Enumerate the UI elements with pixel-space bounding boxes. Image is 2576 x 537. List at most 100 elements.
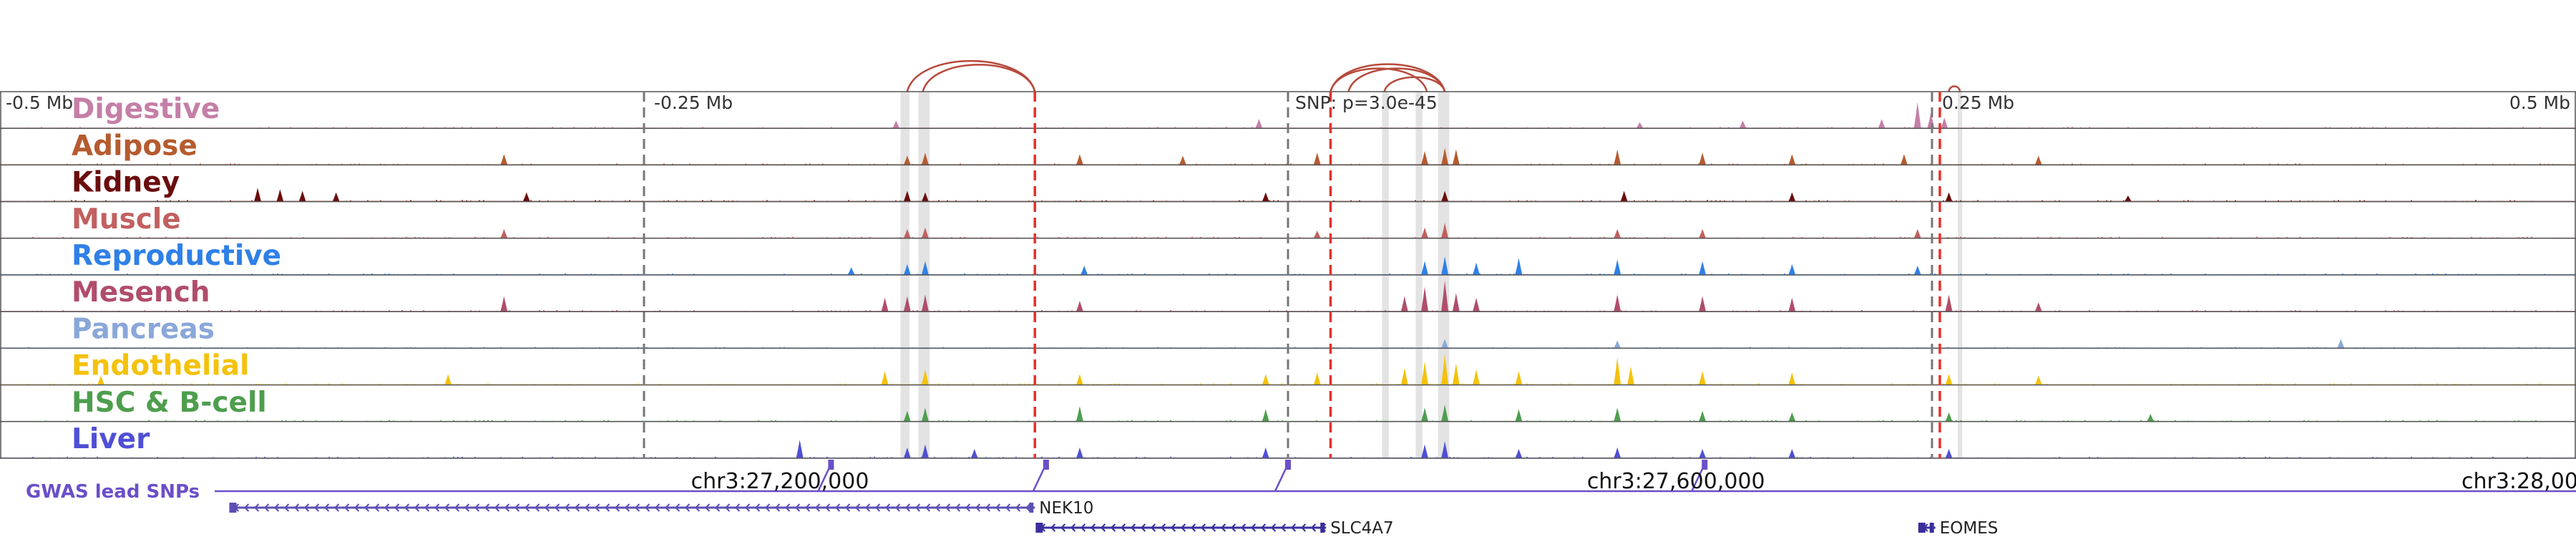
signal-peak [1452, 149, 1460, 165]
signal-peak [1075, 374, 1083, 385]
axis-tick-label: 0.25 Mb [1942, 92, 2014, 113]
signal-peak [921, 153, 929, 165]
signal-peak [1515, 371, 1523, 385]
signal-peak [1945, 192, 1953, 202]
signal-peak [921, 192, 929, 202]
signal-peak [1878, 119, 1885, 129]
gene-exon [1320, 523, 1325, 533]
signal-peak [1913, 102, 1921, 129]
signal-peak [1945, 294, 1953, 312]
signal-peak [1421, 227, 1428, 238]
signal-peak [1441, 339, 1449, 349]
signal-peak [1636, 122, 1644, 129]
signal-peak [276, 189, 284, 202]
signal-peak [1179, 155, 1186, 165]
signal-peak [1421, 151, 1428, 165]
signal-peak [1080, 266, 1088, 275]
signal-peak [1452, 293, 1460, 312]
signal-peak [1441, 441, 1449, 458]
gene-exon [1029, 503, 1034, 513]
signal-peak [1441, 354, 1449, 385]
track-label: Adipose [72, 130, 197, 162]
signal-peak [1452, 363, 1460, 385]
axis-tick-label: 0.5 Mb [2509, 92, 2570, 113]
signal-peak [1515, 258, 1523, 275]
signal-peak [903, 410, 911, 422]
track-label: Reproductive [72, 240, 281, 272]
signal-peak [1788, 192, 1796, 202]
track-label: Digestive [72, 93, 220, 125]
signal-peak [1473, 369, 1480, 385]
signal-peak [1913, 266, 1921, 275]
signal-peak [332, 192, 340, 202]
gwas-track-label: GWAS lead SNPs [26, 481, 200, 503]
signal-peak [903, 296, 911, 312]
signal-peak [1262, 374, 1269, 385]
signal-peak [1945, 374, 1953, 385]
axis-ticks: -0.5 Mb -0.25 Mb 0.25 Mb 0.5 Mb SNP: p=3.0e-… [6, 92, 2570, 113]
signal-peak [1441, 147, 1449, 165]
signal-peak [1441, 281, 1449, 312]
signal-peak [1614, 357, 1621, 385]
signal-peak [1900, 154, 1908, 165]
snp-pvalue-label: SNP: p=3.0e-45 [1295, 92, 1438, 113]
track-labels: Digestive Adipose Kidney Muscle Reproductive… [72, 93, 281, 455]
signal-peak [1441, 256, 1449, 275]
signal-peak [1699, 261, 1707, 275]
axis-tick-label: -0.25 Mb [654, 92, 733, 113]
signal-peak [1913, 228, 1921, 238]
signal-peak [881, 297, 889, 312]
signal-peak [1075, 447, 1083, 458]
signal-peak [2147, 414, 2155, 422]
signal-peak [903, 190, 911, 202]
signal-peak [1788, 412, 1796, 422]
signal-peak [1788, 372, 1796, 385]
signal-peak [1313, 231, 1321, 238]
track-label: Kidney [72, 167, 180, 199]
gene-exon [1035, 523, 1043, 533]
signal-peak [847, 267, 855, 275]
track-label: Pancreas [72, 313, 215, 345]
signal-peak [2034, 302, 2042, 312]
signal-peak [1441, 223, 1449, 238]
signal-peak [796, 440, 804, 458]
chromatin-loop [1383, 76, 1446, 92]
chromatin-loop [1948, 85, 1961, 92]
signal-peak [2034, 375, 2042, 385]
gene-exon [1929, 523, 1934, 533]
track-label: Mesench [72, 276, 210, 309]
signal-peak [1614, 149, 1621, 165]
signal-peak [1788, 263, 1796, 275]
gene-label: NEK10 [1039, 499, 1093, 518]
signal-peak [2124, 195, 2132, 202]
signal-peak [1421, 362, 1428, 385]
signal-peak [1255, 119, 1263, 129]
signal-peak [1614, 340, 1621, 349]
signal-peak [1400, 296, 1408, 312]
signal-peak [1400, 367, 1408, 385]
signal-peak [903, 228, 911, 238]
chromatin-loop [1347, 67, 1446, 92]
signal-peak [1614, 294, 1621, 312]
signal-peak [298, 190, 306, 202]
signal-peak [1614, 228, 1621, 238]
signal-peak [1473, 262, 1480, 275]
signal-peak [921, 444, 929, 458]
chromatin-loop [1330, 67, 1428, 92]
signal-peak [1739, 120, 1747, 129]
gwas-connector-line [215, 463, 2576, 493]
signal-peak [1699, 296, 1707, 312]
signal-peak [2337, 339, 2345, 349]
chromatin-loops [906, 60, 1961, 92]
signal-peak [522, 192, 530, 202]
signal-peak [1699, 371, 1707, 385]
signal-peak [254, 188, 261, 202]
signal-peak [1941, 117, 1948, 129]
track-label: Endothelial [72, 350, 249, 382]
signal-peak [1441, 405, 1449, 422]
signal-peak [1945, 412, 1953, 422]
signal-peak [1614, 447, 1621, 458]
signal-peak [921, 407, 929, 422]
coordinate-label: chr3:27,200,000 [691, 469, 869, 494]
